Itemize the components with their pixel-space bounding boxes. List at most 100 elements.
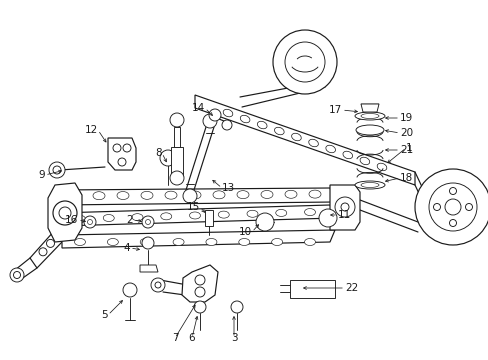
Circle shape bbox=[318, 209, 336, 227]
Text: 4: 4 bbox=[123, 243, 130, 253]
Circle shape bbox=[222, 120, 231, 130]
Ellipse shape bbox=[342, 151, 352, 159]
Text: 12: 12 bbox=[84, 125, 98, 135]
Ellipse shape bbox=[213, 191, 224, 199]
Circle shape bbox=[195, 275, 204, 285]
Text: 18: 18 bbox=[399, 173, 412, 183]
Circle shape bbox=[272, 30, 336, 94]
Text: 14: 14 bbox=[191, 103, 204, 113]
Ellipse shape bbox=[189, 191, 201, 199]
Ellipse shape bbox=[257, 121, 266, 129]
Text: 3: 3 bbox=[230, 333, 237, 343]
Ellipse shape bbox=[218, 211, 229, 218]
Circle shape bbox=[84, 216, 96, 228]
Circle shape bbox=[59, 207, 71, 219]
Ellipse shape bbox=[376, 163, 386, 171]
Circle shape bbox=[113, 144, 121, 152]
Circle shape bbox=[256, 213, 273, 231]
Circle shape bbox=[230, 301, 243, 313]
Polygon shape bbox=[58, 205, 334, 226]
Circle shape bbox=[53, 201, 77, 225]
Circle shape bbox=[428, 183, 476, 231]
Circle shape bbox=[170, 171, 183, 185]
Text: 16: 16 bbox=[64, 215, 78, 225]
Text: 7: 7 bbox=[171, 333, 178, 343]
Circle shape bbox=[123, 144, 131, 152]
Ellipse shape bbox=[240, 115, 249, 123]
Ellipse shape bbox=[173, 238, 183, 246]
Circle shape bbox=[155, 282, 161, 288]
Ellipse shape bbox=[355, 125, 383, 135]
Circle shape bbox=[14, 271, 20, 279]
Ellipse shape bbox=[274, 127, 284, 135]
Ellipse shape bbox=[304, 238, 315, 246]
Text: 1: 1 bbox=[405, 143, 412, 153]
Ellipse shape bbox=[360, 113, 378, 118]
Circle shape bbox=[170, 113, 183, 127]
Ellipse shape bbox=[74, 238, 85, 246]
Ellipse shape bbox=[117, 192, 129, 199]
Circle shape bbox=[448, 220, 456, 226]
Ellipse shape bbox=[354, 112, 384, 120]
Polygon shape bbox=[360, 104, 378, 112]
Ellipse shape bbox=[223, 109, 232, 117]
Polygon shape bbox=[62, 230, 334, 248]
Circle shape bbox=[123, 283, 137, 297]
Ellipse shape bbox=[205, 238, 217, 246]
Circle shape bbox=[183, 189, 197, 203]
Circle shape bbox=[10, 268, 24, 282]
Polygon shape bbox=[58, 188, 334, 205]
Ellipse shape bbox=[107, 238, 118, 246]
Ellipse shape bbox=[359, 157, 369, 165]
Ellipse shape bbox=[161, 213, 171, 220]
Ellipse shape bbox=[304, 208, 315, 216]
Circle shape bbox=[53, 166, 61, 174]
Circle shape bbox=[334, 197, 354, 217]
Circle shape bbox=[49, 162, 65, 178]
Ellipse shape bbox=[189, 212, 200, 219]
Circle shape bbox=[444, 199, 460, 215]
Ellipse shape bbox=[291, 133, 301, 141]
Text: 19: 19 bbox=[399, 113, 412, 123]
Ellipse shape bbox=[238, 238, 249, 246]
Circle shape bbox=[160, 150, 176, 166]
Text: 8: 8 bbox=[155, 148, 162, 158]
Circle shape bbox=[433, 203, 440, 211]
Text: 6: 6 bbox=[188, 333, 195, 343]
Ellipse shape bbox=[103, 215, 114, 221]
Text: 13: 13 bbox=[222, 183, 235, 193]
Circle shape bbox=[194, 301, 205, 313]
Polygon shape bbox=[195, 95, 414, 185]
Circle shape bbox=[203, 114, 217, 128]
Circle shape bbox=[448, 188, 456, 194]
Bar bbox=[289, 280, 334, 298]
Ellipse shape bbox=[246, 210, 258, 217]
Ellipse shape bbox=[308, 139, 318, 147]
Circle shape bbox=[195, 287, 204, 297]
Text: 11: 11 bbox=[337, 210, 350, 220]
Ellipse shape bbox=[69, 192, 81, 200]
Bar bbox=[204, 210, 213, 226]
Circle shape bbox=[340, 203, 348, 211]
Ellipse shape bbox=[141, 192, 153, 199]
Polygon shape bbox=[182, 265, 218, 302]
Bar bbox=[171, 147, 183, 177]
Bar bbox=[174, 127, 180, 147]
Circle shape bbox=[151, 278, 164, 292]
Text: 17: 17 bbox=[328, 105, 341, 115]
Circle shape bbox=[285, 42, 325, 82]
Ellipse shape bbox=[308, 190, 320, 198]
Polygon shape bbox=[48, 183, 82, 242]
Circle shape bbox=[142, 216, 154, 228]
Text: 2: 2 bbox=[126, 215, 133, 225]
Ellipse shape bbox=[325, 145, 335, 153]
Ellipse shape bbox=[275, 210, 286, 216]
Ellipse shape bbox=[285, 190, 296, 198]
Circle shape bbox=[39, 248, 47, 256]
Ellipse shape bbox=[261, 190, 272, 198]
Text: 5: 5 bbox=[101, 310, 108, 320]
Ellipse shape bbox=[354, 181, 384, 189]
Circle shape bbox=[414, 169, 488, 245]
Ellipse shape bbox=[93, 192, 105, 200]
Text: 21: 21 bbox=[399, 145, 412, 155]
